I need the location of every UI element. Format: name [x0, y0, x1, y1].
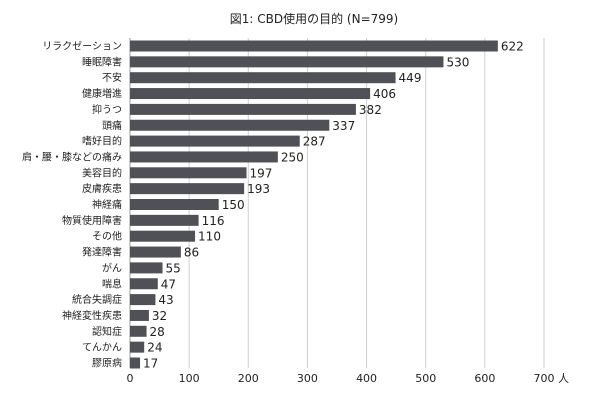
- category-label: 皮膚疾患: [82, 182, 122, 195]
- x-tick-label: 100: [179, 372, 200, 385]
- category-label: 発達障害: [82, 246, 122, 259]
- category-label: 物質使用障害: [62, 214, 122, 227]
- category-label: 統合失調症: [72, 293, 122, 306]
- category-label: 喘息: [102, 277, 122, 290]
- bar: [130, 262, 163, 274]
- category-label: 不安: [102, 71, 122, 84]
- category-label: 膠原病: [92, 357, 122, 370]
- bar: [130, 151, 278, 163]
- category-label: てんかん: [82, 342, 122, 354]
- bar-value-label: 110: [198, 230, 221, 244]
- bar: [130, 199, 219, 210]
- bar-value-label: 622: [501, 40, 524, 54]
- bar-value-label: 28: [150, 325, 165, 339]
- x-tick-label: 0: [127, 372, 134, 385]
- bar: [130, 103, 356, 115]
- category-label: 抑うつ: [92, 104, 122, 116]
- category-label: 頭痛: [102, 119, 122, 132]
- bar: [130, 135, 300, 147]
- category-label: 睡眠障害: [82, 55, 122, 68]
- bar: [130, 325, 147, 337]
- bar: [130, 246, 181, 258]
- bar: [130, 56, 444, 68]
- bar-value-label: 24: [147, 341, 162, 355]
- bar-value-label: 193: [247, 182, 270, 196]
- bar: [130, 278, 158, 290]
- x-axis-ticks: 0 100 200 300 400 500 600 700: [127, 372, 555, 385]
- bar-value-label: 382: [359, 103, 382, 117]
- bar: [130, 119, 330, 131]
- x-tick-label: 500: [415, 372, 436, 385]
- x-tick-label: 300: [297, 372, 318, 385]
- category-label: 肩・腰・膝などの痛み: [22, 150, 122, 163]
- bar-value-label: 116: [202, 214, 225, 228]
- x-tick-label: 400: [356, 372, 377, 385]
- bar-value-label: 530: [446, 55, 469, 69]
- bar: [130, 183, 245, 195]
- bar-value-label: 55: [166, 261, 181, 275]
- bar: [130, 294, 156, 306]
- bar: [130, 309, 149, 321]
- x-axis-unit-label: 人: [558, 372, 569, 385]
- x-tick-label: 600: [474, 372, 495, 385]
- category-label: がん: [102, 261, 122, 274]
- bar-value-label: 17: [143, 357, 158, 371]
- category-label: 認知症: [92, 325, 122, 338]
- category-label: 嗜好目的: [82, 135, 122, 148]
- bar-value-label: 86: [184, 246, 199, 260]
- bar: [130, 214, 199, 226]
- bar-value-label: 43: [158, 293, 173, 307]
- bar-value-label: 150: [222, 198, 245, 212]
- bar: [130, 341, 145, 353]
- bar-value-label: 47: [161, 277, 176, 291]
- category-label: リラクゼーション: [42, 41, 122, 53]
- category-label: 健康増進: [82, 87, 122, 100]
- x-tick-label: 700: [534, 372, 555, 385]
- chart-title: 図1: CBD使用の目的 (N=799): [230, 11, 398, 26]
- bars: [130, 40, 498, 369]
- bar: [130, 40, 498, 52]
- bar-value-label: 337: [332, 119, 355, 133]
- x-tick-label: 200: [238, 372, 259, 385]
- bar-value-label: 250: [281, 150, 304, 164]
- bar-value-label: 197: [250, 166, 273, 180]
- bar: [130, 72, 396, 84]
- bar-value-label: 32: [152, 309, 167, 323]
- bar: [130, 88, 371, 100]
- category-label: 美容目的: [82, 166, 122, 179]
- category-label: その他: [92, 230, 122, 243]
- bar-value-label: 449: [399, 71, 422, 85]
- bar-value-label: 406: [373, 87, 396, 101]
- bar: [130, 357, 141, 369]
- bar-value-label: 287: [303, 135, 326, 149]
- category-labels: リラクゼーション睡眠障害不安健康増進抑うつ頭痛嗜好目的肩・腰・膝などの痛み美容目…: [22, 41, 122, 370]
- bar: [130, 230, 196, 242]
- category-label: 神経痛: [92, 198, 122, 211]
- bar: [130, 167, 247, 179]
- category-label: 神経変性疾患: [62, 309, 122, 322]
